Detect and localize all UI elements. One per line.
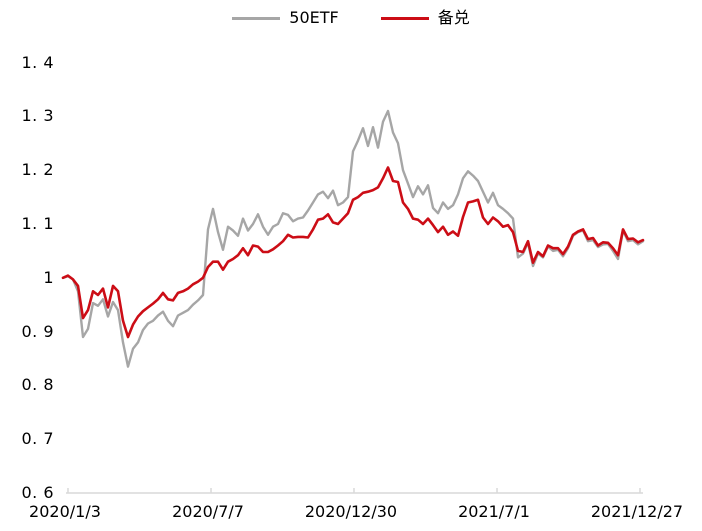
y-tick-label: 1. 3: [21, 106, 54, 126]
y-tick-label: 1. 1: [21, 214, 54, 233]
legend-swatch-beidui: [380, 16, 429, 20]
y-tick-label: 0. 6: [21, 483, 54, 502]
legend-item-beidui: 备兑: [380, 8, 470, 27]
legend-label-beidui: 备兑: [437, 8, 470, 27]
y-tick-label: 1: [43, 267, 54, 287]
x-axis-ticks: [67, 488, 641, 493]
y-tick-label: 1. 4: [21, 52, 54, 72]
legend: 50ETF 备兑: [0, 10, 702, 26]
y-tick-label: 0. 8: [21, 375, 54, 395]
legend-swatch-50etf: [232, 16, 281, 20]
series-line-50etf: [61, 109, 645, 368]
series-line-beidui: [61, 166, 645, 339]
x-tick-label: 2020/7/7: [172, 502, 244, 521]
series-lines: [61, 109, 645, 368]
x-tick-label: 2021/12/27: [590, 502, 684, 521]
y-tick-label: 0. 7: [21, 429, 54, 449]
x-tick-label: 2020/1/3: [29, 502, 101, 521]
y-tick-label: 1. 2: [21, 160, 54, 180]
y-tick-label: 0. 9: [21, 321, 54, 341]
legend-item-50etf: 50ETF: [232, 8, 339, 27]
x-tick-label: 2020/12/30: [304, 502, 398, 521]
x-tick-label: 2021/7/1: [458, 502, 530, 521]
legend-label-50etf: 50ETF: [289, 8, 339, 27]
